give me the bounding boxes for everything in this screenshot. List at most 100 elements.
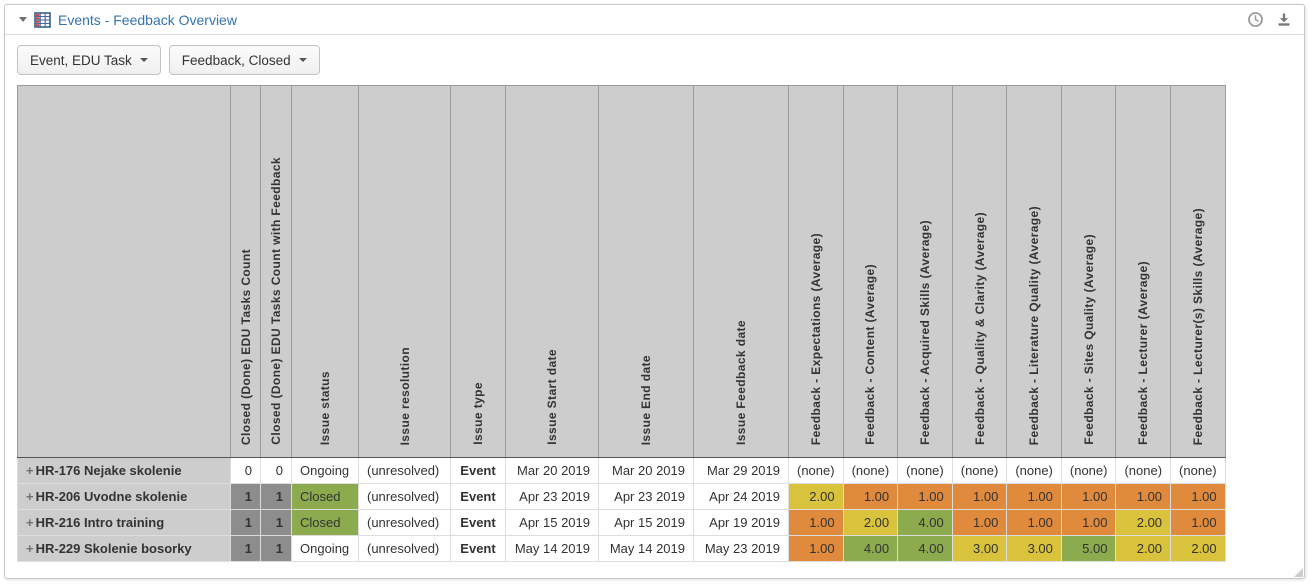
- tasks-count-feedback-cell: 1: [260, 535, 292, 562]
- feedback-score-cell: 4.00: [897, 535, 953, 562]
- column-header-label: Issue resolution: [397, 346, 412, 445]
- feedback-score-cell: 3.00: [1006, 535, 1062, 562]
- column-header-label: Issue status: [318, 370, 332, 445]
- feedback-score-cell: 2.00: [788, 483, 844, 510]
- rows-dimension-label: Event, EDU Task: [30, 52, 132, 68]
- expand-plus-icon[interactable]: +: [26, 463, 34, 478]
- column-header[interactable]: Closed (Done) EDU Tasks Count with Feedb…: [260, 85, 292, 458]
- issue-resolution-cell: (unresolved): [358, 483, 451, 510]
- tasks-count-cell: 0: [230, 457, 261, 484]
- column-header-label: Feedback - Sites Quality (Average): [1081, 234, 1096, 445]
- gadget-title[interactable]: Events - Feedback Overview: [58, 11, 237, 28]
- column-header-label: Feedback - Expectations (Average): [808, 232, 823, 445]
- report-table: Closed (Done) EDU Tasks Count Closed (Don…: [17, 85, 1226, 562]
- report-toolbar: Event, EDU Task Feedback, Closed: [17, 45, 1292, 75]
- column-header[interactable]: Feedback - Literature Quality (Average): [1006, 85, 1062, 458]
- column-header-label: Feedback - Quality & Clarity (Average): [972, 212, 987, 445]
- row-label-cell[interactable]: + HR-216 Intro training: [17, 509, 231, 536]
- gadget-body: Event, EDU Task Feedback, Closed Closed …: [5, 35, 1304, 572]
- feedback-score-cell: 1.00: [897, 483, 953, 510]
- feedback-score-cell: 1.00: [842, 483, 899, 510]
- column-header[interactable]: Feedback - Quality & Clarity (Average): [951, 85, 1008, 458]
- row-label: HR-216 Intro training: [35, 515, 165, 530]
- column-header[interactable]: Feedback - Lecturer (Average): [1115, 85, 1172, 458]
- collapse-caret-icon[interactable]: [19, 17, 27, 22]
- feedback-score-cell: 4.00: [842, 535, 899, 562]
- feedback-score-cell: (none): [788, 457, 844, 484]
- issue-feedback-date-cell: May 23 2019: [693, 535, 789, 562]
- feedback-score-cell: 1.00: [1170, 509, 1226, 536]
- tasks-count-cell: 1: [230, 509, 261, 536]
- feedback-score-cell: 2.00: [842, 509, 899, 536]
- rows-dimension-dropdown[interactable]: Event, EDU Task: [17, 45, 161, 75]
- row-label-cell[interactable]: + HR-176 Nejake skolenie: [17, 457, 231, 484]
- column-header-label: Issue End date: [639, 354, 653, 445]
- column-header[interactable]: Issue Start date: [505, 85, 599, 458]
- column-header-label: Feedback - Lecturer(s) Skills (Average): [1190, 207, 1205, 445]
- column-header[interactable]: Issue Feedback date: [693, 85, 789, 458]
- tasks-count-feedback-cell: 1: [260, 483, 292, 510]
- issue-feedback-date-cell: Apr 24 2019: [693, 483, 789, 510]
- feedback-score-cell: 1.00: [1006, 483, 1062, 510]
- issue-type-cell: Event: [450, 457, 506, 484]
- column-header[interactable]: Feedback - Expectations (Average): [788, 85, 844, 458]
- column-header[interactable]: Closed (Done) EDU Tasks Count: [230, 85, 261, 458]
- issue-start-date-cell: Mar 20 2019: [505, 457, 599, 484]
- column-header[interactable]: Feedback - Content (Average): [842, 85, 899, 458]
- column-header[interactable]: Issue End date: [598, 85, 694, 458]
- issue-resolution-cell: (unresolved): [358, 457, 451, 484]
- column-header[interactable]: Feedback - Sites Quality (Average): [1060, 85, 1117, 458]
- issue-status-cell: Ongoing: [291, 457, 359, 484]
- gadget-header: Events - Feedback Overview: [5, 5, 1304, 35]
- column-header[interactable]: Issue type: [450, 85, 506, 458]
- feedback-score-cell: (none): [1170, 457, 1226, 484]
- column-header-label: Closed (Done) EDU Tasks Count with Feedb…: [269, 157, 283, 445]
- column-header[interactable]: Issue status: [291, 85, 359, 458]
- tasks-count-cell: 1: [230, 535, 261, 562]
- issue-resolution-cell: (unresolved): [358, 509, 451, 536]
- issue-start-date-cell: May 14 2019: [505, 535, 599, 562]
- feedback-score-cell: 1.00: [951, 509, 1008, 536]
- feedback-score-cell: 1.00: [951, 483, 1008, 510]
- row-label: HR-229 Skolenie bosorky: [35, 541, 192, 556]
- issue-type-cell: Event: [450, 509, 506, 536]
- feedback-score-cell: (none): [897, 457, 953, 484]
- issue-resolution-cell: (unresolved): [358, 535, 451, 562]
- column-header-label: Issue Start date: [545, 349, 559, 445]
- feedback-score-cell: 2.00: [1170, 535, 1226, 562]
- feedback-score-cell: (none): [842, 457, 899, 484]
- row-label: HR-176 Nejake skolenie: [35, 463, 182, 478]
- column-header[interactable]: Feedback - Acquired Skills (Average): [897, 85, 953, 458]
- table-report-icon: [34, 11, 51, 28]
- resize-grip[interactable]: [1294, 568, 1303, 577]
- table-row: + HR-229 Skolenie bosorky 1 1 Ongoing (unreso…: [17, 535, 1226, 562]
- chevron-down-icon: [139, 58, 148, 62]
- refresh-clock-icon[interactable]: [1247, 11, 1264, 28]
- issue-status-cell: Ongoing: [291, 535, 359, 562]
- expand-plus-icon[interactable]: +: [26, 515, 34, 530]
- table-row: + HR-206 Uvodne skolenie 1 1 Closed (unresolv…: [17, 483, 1226, 510]
- column-header-label: Closed (Done) EDU Tasks Count: [238, 248, 253, 445]
- column-header[interactable]: Feedback - Lecturer(s) Skills (Average): [1170, 85, 1226, 458]
- issue-type-cell: Event: [450, 483, 506, 510]
- issue-status-cell: Closed: [291, 483, 359, 510]
- expand-plus-icon[interactable]: +: [26, 489, 34, 504]
- issue-end-date-cell: Apr 23 2019: [598, 483, 694, 510]
- download-icon[interactable]: [1276, 12, 1292, 28]
- gadget-header-actions: [1247, 11, 1292, 28]
- column-header[interactable]: Issue resolution: [358, 85, 451, 458]
- expand-plus-icon[interactable]: +: [26, 541, 34, 556]
- feedback-score-cell: (none): [1006, 457, 1062, 484]
- table-row: + HR-216 Intro training 1 1 Closed (unresolve…: [17, 509, 1226, 536]
- issue-feedback-date-cell: Mar 29 2019: [693, 457, 789, 484]
- table-row: + HR-176 Nejake skolenie 0 0 Ongoing (unresol…: [17, 457, 1226, 484]
- row-label-cell[interactable]: + HR-229 Skolenie bosorky: [17, 535, 231, 562]
- feedback-score-cell: (none): [951, 457, 1008, 484]
- issue-end-date-cell: May 14 2019: [598, 535, 694, 562]
- tasks-count-cell: 1: [230, 483, 261, 510]
- columns-dimension-dropdown[interactable]: Feedback, Closed: [168, 45, 320, 75]
- row-label-cell[interactable]: + HR-206 Uvodne skolenie: [17, 483, 231, 510]
- issue-end-date-cell: Mar 20 2019: [598, 457, 694, 484]
- header-row: Closed (Done) EDU Tasks Count Closed (Don…: [17, 85, 1226, 458]
- feedback-score-cell: (none): [1060, 457, 1117, 484]
